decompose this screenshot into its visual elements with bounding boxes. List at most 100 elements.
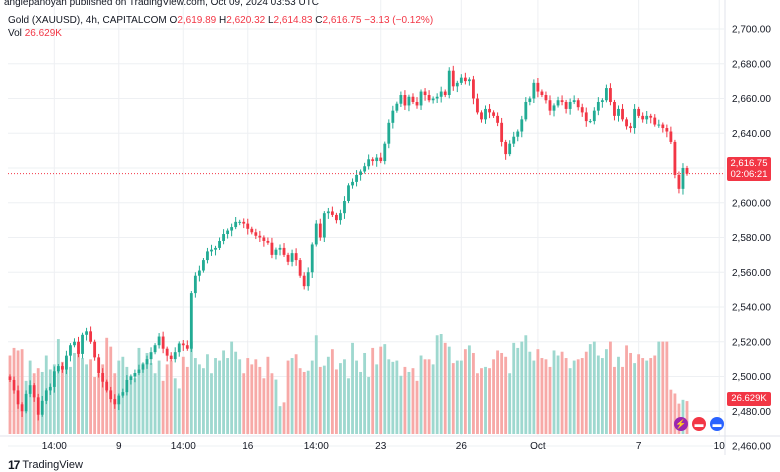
volume-bar bbox=[48, 369, 52, 434]
candle-body bbox=[572, 100, 576, 102]
bar-countdown: 02:06:21 bbox=[730, 169, 768, 180]
candle-body bbox=[270, 242, 274, 255]
candle-body bbox=[230, 227, 234, 231]
candle-body bbox=[278, 247, 282, 250]
volume-bar bbox=[665, 341, 669, 434]
price-tick-label: 2,480.00 bbox=[732, 407, 771, 418]
candle-body bbox=[181, 343, 185, 346]
candle-body bbox=[169, 355, 173, 360]
volume-bar bbox=[496, 350, 500, 434]
volume-bar bbox=[185, 366, 189, 434]
flag-icon[interactable]: ▬ bbox=[710, 417, 724, 431]
candle-body bbox=[661, 124, 665, 129]
volume-bar bbox=[451, 363, 455, 434]
volume-bar bbox=[415, 380, 419, 434]
candle-body bbox=[206, 251, 209, 261]
candle-body bbox=[621, 108, 624, 120]
volume-bar bbox=[476, 373, 479, 434]
low-label: L bbox=[267, 15, 274, 26]
volume-bar bbox=[202, 368, 205, 434]
candle-body bbox=[584, 112, 588, 122]
flash-icon[interactable]: ⚡ bbox=[674, 417, 688, 431]
open-value: 2,619.89 bbox=[177, 15, 217, 26]
candle-body bbox=[266, 240, 270, 243]
candle-body bbox=[556, 100, 560, 106]
volume-bar bbox=[101, 364, 105, 434]
candle-body bbox=[222, 234, 225, 241]
candle-body bbox=[145, 359, 149, 365]
candle-body bbox=[476, 98, 479, 113]
volume-bar bbox=[443, 342, 447, 434]
volume-bar bbox=[528, 351, 532, 434]
candle-body bbox=[367, 159, 371, 167]
candle-body bbox=[359, 171, 363, 175]
volume-bar bbox=[500, 352, 504, 434]
volume-bar bbox=[552, 350, 556, 434]
volume-bar bbox=[52, 364, 56, 434]
candle-body bbox=[238, 221, 242, 223]
volume-bar bbox=[73, 352, 76, 434]
candle-body bbox=[431, 98, 435, 101]
volume-bar bbox=[649, 358, 653, 434]
price-tick-label: 2,500.00 bbox=[732, 372, 771, 383]
flag-icon[interactable]: ▬ bbox=[692, 417, 706, 431]
candle-body bbox=[540, 91, 544, 96]
volume-bar bbox=[427, 359, 431, 434]
volume-bar bbox=[633, 363, 637, 434]
volume-bar bbox=[556, 355, 560, 434]
volume-bar bbox=[520, 341, 524, 434]
volume-bar bbox=[576, 359, 580, 434]
volume-bar bbox=[258, 366, 262, 434]
volume-bar bbox=[97, 373, 101, 434]
candle-body bbox=[395, 103, 399, 111]
time-tick-label: 14:00 bbox=[42, 441, 67, 452]
volume-bar bbox=[314, 335, 318, 434]
candle-body bbox=[492, 112, 495, 116]
candle-body bbox=[129, 376, 133, 380]
volume-bar bbox=[65, 358, 68, 434]
open-label: O bbox=[169, 15, 178, 26]
volume-bar bbox=[286, 360, 290, 434]
candle-body bbox=[500, 122, 504, 142]
candle-body bbox=[109, 390, 113, 400]
price-tick-label: 2,540.00 bbox=[732, 303, 771, 314]
candle-body bbox=[596, 101, 600, 111]
volume-legend: Vol 26.629K bbox=[8, 28, 62, 39]
volume-bar bbox=[133, 378, 137, 434]
volume-bar bbox=[137, 347, 141, 434]
volume-bar bbox=[294, 354, 298, 434]
volume-bar bbox=[93, 377, 97, 434]
candle-body bbox=[177, 343, 181, 353]
candle-body bbox=[310, 244, 314, 273]
volume-bar bbox=[177, 388, 181, 434]
candle-body bbox=[226, 230, 230, 235]
time-tick-label: 14:00 bbox=[304, 441, 329, 452]
volume-bar bbox=[395, 360, 399, 434]
volume-bar bbox=[302, 371, 306, 434]
candlesticks bbox=[8, 65, 689, 421]
volume-bar bbox=[548, 366, 552, 434]
candle-body bbox=[439, 91, 443, 97]
volume-bar bbox=[564, 358, 568, 434]
candle-body bbox=[137, 369, 141, 374]
volume-bar bbox=[657, 341, 661, 434]
candle-body bbox=[113, 399, 117, 405]
ohlc-legend: Gold (XAUUSD), 4h, CAPITALCOM O2,619.89 … bbox=[8, 15, 433, 26]
candle-body bbox=[93, 341, 97, 358]
volume-bar bbox=[234, 351, 238, 434]
time-tick-label: 9 bbox=[116, 441, 122, 452]
volume-bar bbox=[484, 366, 487, 434]
volume-bar bbox=[85, 364, 88, 434]
volume-bar bbox=[669, 389, 673, 434]
candle-body bbox=[77, 341, 80, 354]
candle-body bbox=[153, 345, 157, 353]
volume-bar bbox=[69, 366, 72, 434]
candle-body bbox=[351, 181, 354, 186]
volume-bar bbox=[592, 341, 596, 434]
volume-bar bbox=[214, 358, 217, 434]
candle-body bbox=[161, 336, 165, 349]
volume-bar bbox=[206, 354, 209, 434]
volume-bar bbox=[254, 359, 258, 434]
volume-bar bbox=[431, 364, 435, 434]
